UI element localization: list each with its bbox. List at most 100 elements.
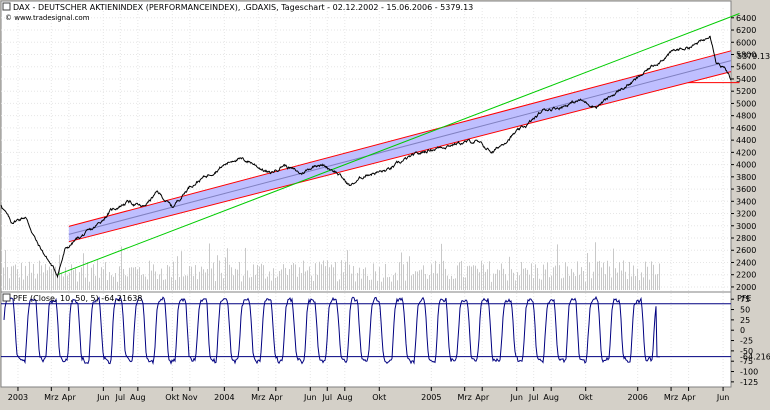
title-checkbox[interactable] [2, 2, 11, 11]
price-tick-label: 2000 [736, 283, 756, 292]
volume-bar [109, 272, 110, 290]
volume-bar [73, 270, 74, 290]
volume-bar [591, 278, 592, 290]
volume-bar [241, 281, 242, 290]
volume-bar [283, 264, 284, 290]
volume-bar [645, 261, 646, 290]
pfe-line[interactable] [3, 295, 660, 365]
volume-bar [493, 273, 494, 290]
volume-bar [225, 257, 226, 290]
price-tick-label: 6400 [736, 14, 756, 23]
volume-bar [505, 274, 506, 290]
volume-bar [377, 280, 378, 290]
volume-bar [353, 266, 354, 290]
volume-bar [637, 268, 638, 290]
volume-bar [47, 270, 48, 290]
volume-bar [281, 269, 282, 290]
volume-bar [105, 262, 106, 290]
volume-bar [563, 277, 564, 290]
volume-bar [53, 266, 54, 290]
volume-bar [155, 271, 156, 290]
volume-bar [39, 260, 40, 290]
volume-bar [65, 267, 66, 290]
volume-bar [529, 274, 530, 290]
volume-bar [535, 264, 536, 290]
volume-bar [471, 266, 472, 290]
price-tick-label: 5000 [736, 99, 756, 108]
volume-bar [329, 267, 330, 290]
volume-bar [511, 269, 512, 290]
volume-bar [97, 260, 98, 290]
pfe-checkbox[interactable] [2, 293, 11, 302]
volume-bar [71, 264, 72, 290]
volume-bar [67, 275, 68, 290]
volume-bar [443, 260, 444, 290]
volume-bar [59, 254, 60, 290]
volume-bar [519, 275, 520, 290]
volume-bar [273, 268, 274, 290]
volume-bar [587, 253, 588, 290]
volume-bar [463, 277, 464, 290]
volume-bar [649, 279, 650, 290]
volume-bar [289, 269, 290, 290]
volume-bar [133, 267, 134, 290]
volume-bar [573, 272, 574, 290]
date-tick-label: Apr [475, 393, 490, 402]
price-series[interactable] [0, 35, 732, 279]
volume-bar [365, 267, 366, 290]
volume-bar [597, 261, 598, 290]
volume-bar [367, 275, 368, 290]
volume-bar [349, 264, 350, 290]
volume-bar [25, 265, 26, 290]
volume-bar [291, 264, 292, 290]
volume-bar [409, 256, 410, 290]
volume-bar [101, 267, 102, 290]
volume-bar [609, 266, 610, 290]
lower-plot-area[interactable] [0, 291, 732, 388]
date-tick-label: Jun [716, 393, 730, 402]
support-trendline[interactable] [57, 13, 740, 276]
pfe-series[interactable] [1, 295, 731, 365]
volume-bar [503, 268, 504, 290]
volume-bar [469, 265, 470, 290]
volume-bar [31, 272, 32, 290]
volume-bar [139, 267, 140, 290]
pfe-axis-label: PFE [737, 294, 751, 303]
upper-plot-area[interactable] [0, 0, 732, 293]
volume-bar [525, 268, 526, 290]
volume-bar [123, 268, 124, 290]
volume-bar [151, 270, 152, 290]
volume-bar [321, 264, 322, 290]
channel-lower-line[interactable] [68, 71, 732, 243]
price-tick-label: 5200 [736, 87, 756, 96]
pfe-title: PFE (Close, 10, 50, 5) -64.21638 [13, 294, 142, 303]
dax-price-line[interactable] [0, 35, 732, 279]
volume-bar [547, 262, 548, 290]
pfe-tick-label: -25 [740, 337, 753, 346]
volume-bar [565, 262, 566, 290]
volume-bar [45, 263, 46, 290]
volume-bar [315, 263, 316, 290]
volume-bar [211, 268, 212, 290]
pfe-tick-label: -100 [740, 368, 758, 377]
volume-bar [131, 267, 132, 290]
volume-bar [137, 269, 138, 290]
channel-band[interactable] [68, 50, 732, 242]
volume-bar [523, 268, 524, 290]
volume-bar [383, 277, 384, 290]
date-tick-label: Apr [62, 393, 77, 402]
price-tick-label: 4400 [736, 136, 756, 145]
volume-bar [111, 275, 112, 290]
volume-bar [181, 251, 182, 290]
date-tick-label: 2006 [628, 393, 648, 402]
price-tick-label: 2400 [736, 258, 756, 267]
date-tick-label: Mrz [457, 393, 471, 402]
channel-upper-line[interactable] [68, 50, 732, 227]
volume-bar [235, 268, 236, 290]
volume-bar [407, 261, 408, 290]
volume-bar [251, 277, 252, 290]
volume-bar [385, 263, 386, 290]
trend-lines[interactable] [57, 13, 740, 276]
volume-bar [141, 274, 142, 290]
volume-bar [77, 281, 78, 290]
